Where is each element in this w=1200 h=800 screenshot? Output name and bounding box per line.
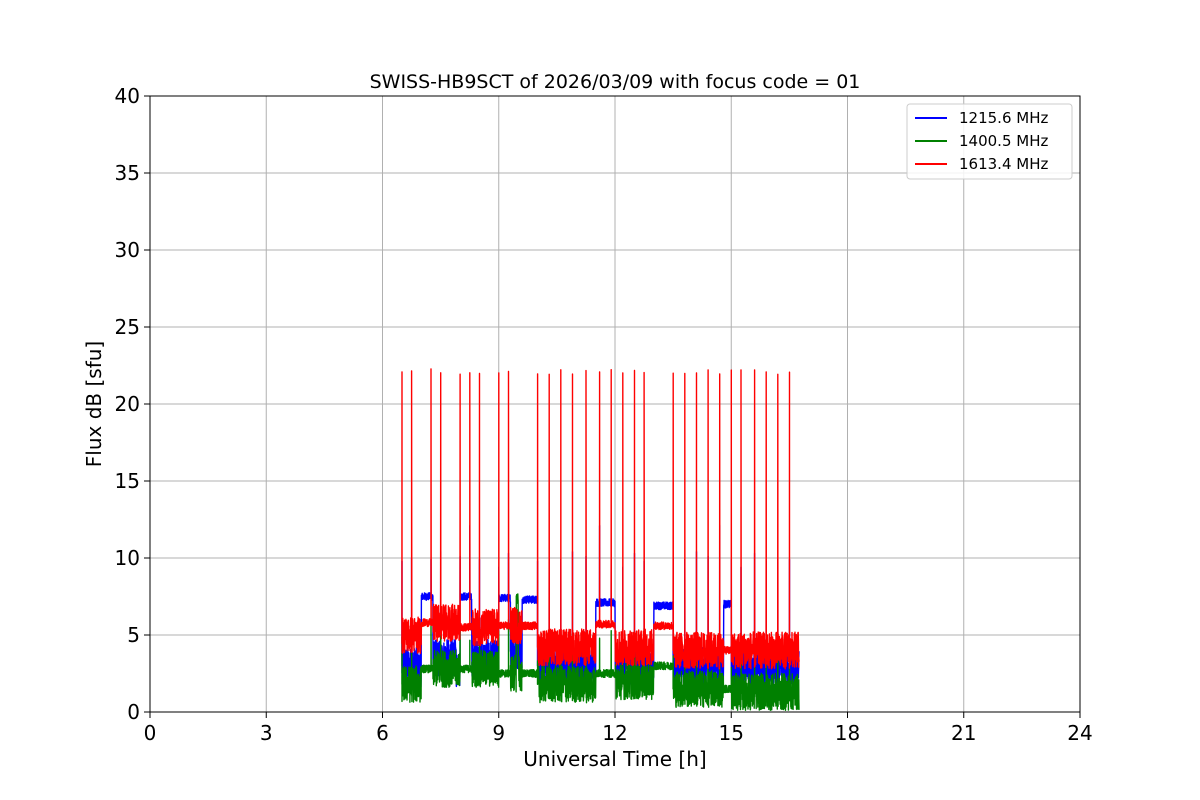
x-tick-label: 0: [144, 721, 157, 745]
x-tick-label: 12: [602, 721, 627, 745]
y-tick-label: 40: [115, 84, 140, 108]
chart-title: SWISS-HB9SCT of 2026/03/09 with focus co…: [370, 71, 861, 93]
y-tick-label: 25: [115, 315, 140, 339]
legend-entry: 1400.5 MHz: [959, 132, 1048, 150]
y-tick-label: 10: [115, 546, 140, 570]
y-tick-label: 30: [115, 238, 140, 262]
x-tick-label: 6: [376, 721, 389, 745]
y-tick-label: 35: [115, 161, 140, 185]
x-tick-label: 9: [492, 721, 505, 745]
series-line-1613-4-mhz: [401, 368, 800, 670]
x-axis-label: Universal Time [h]: [523, 747, 706, 771]
x-tick-label: 18: [835, 721, 860, 745]
axis-ticks: 0 3 6 9 12 15 18 21 24 0 5 10 15 20 25 30 35 40: [115, 84, 1093, 745]
legend: 1215.6 MHz 1400.5 MHz 1613.4 MHz: [906, 103, 1073, 180]
y-tick-label: 15: [115, 469, 140, 493]
y-tick-label: 20: [115, 392, 140, 416]
x-tick-label: 21: [951, 721, 976, 745]
legend-box: [906, 103, 1073, 180]
x-tick-label: 24: [1067, 721, 1092, 745]
series-line-1400-5-mhz: [401, 593, 800, 711]
legend-entry: 1613.4 MHz: [959, 155, 1048, 173]
legend-entry: 1215.6 MHz: [959, 109, 1048, 127]
y-axis-label: Flux dB [sfu]: [82, 341, 106, 467]
plot-area: [401, 368, 800, 711]
y-tick-label: 0: [127, 700, 140, 724]
x-tick-label: 15: [719, 721, 744, 745]
y-tick-label: 5: [127, 623, 140, 647]
x-tick-label: 3: [260, 721, 273, 745]
